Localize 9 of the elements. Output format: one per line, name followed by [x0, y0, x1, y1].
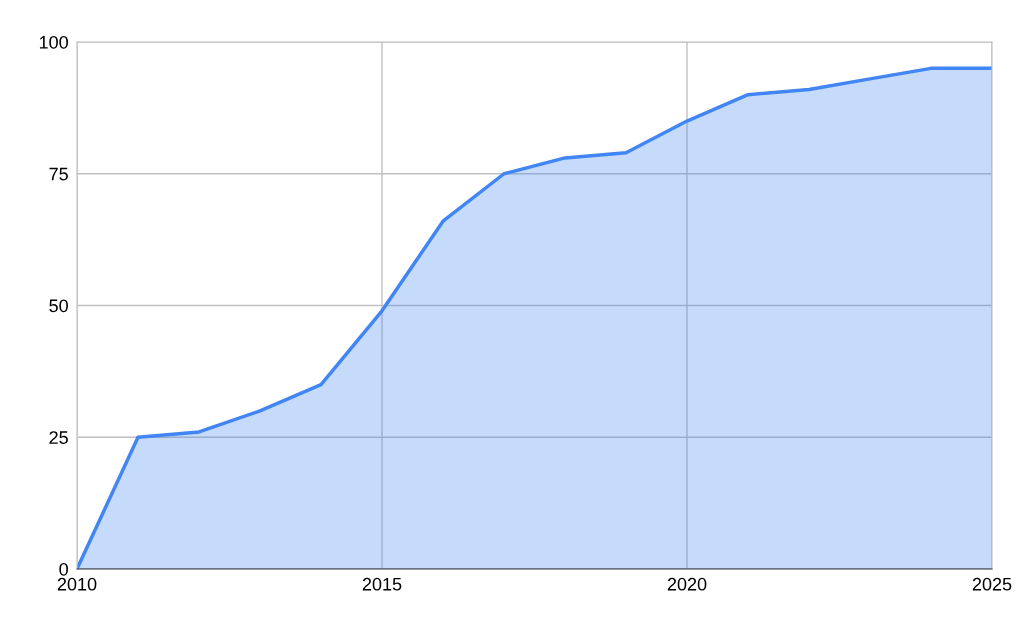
x-tick-label: 2025: [972, 577, 1012, 591]
y-tick-label: 100: [39, 35, 68, 49]
y-tick-label: 75: [49, 167, 68, 181]
y-tick-label: 50: [49, 299, 68, 313]
x-tick-label: 2020: [667, 577, 707, 591]
x-tick-label: 2010: [57, 577, 97, 591]
x-tick-label: 2015: [362, 577, 402, 591]
y-tick-label: 0: [59, 562, 68, 576]
y-tick-label: 25: [49, 431, 68, 444]
